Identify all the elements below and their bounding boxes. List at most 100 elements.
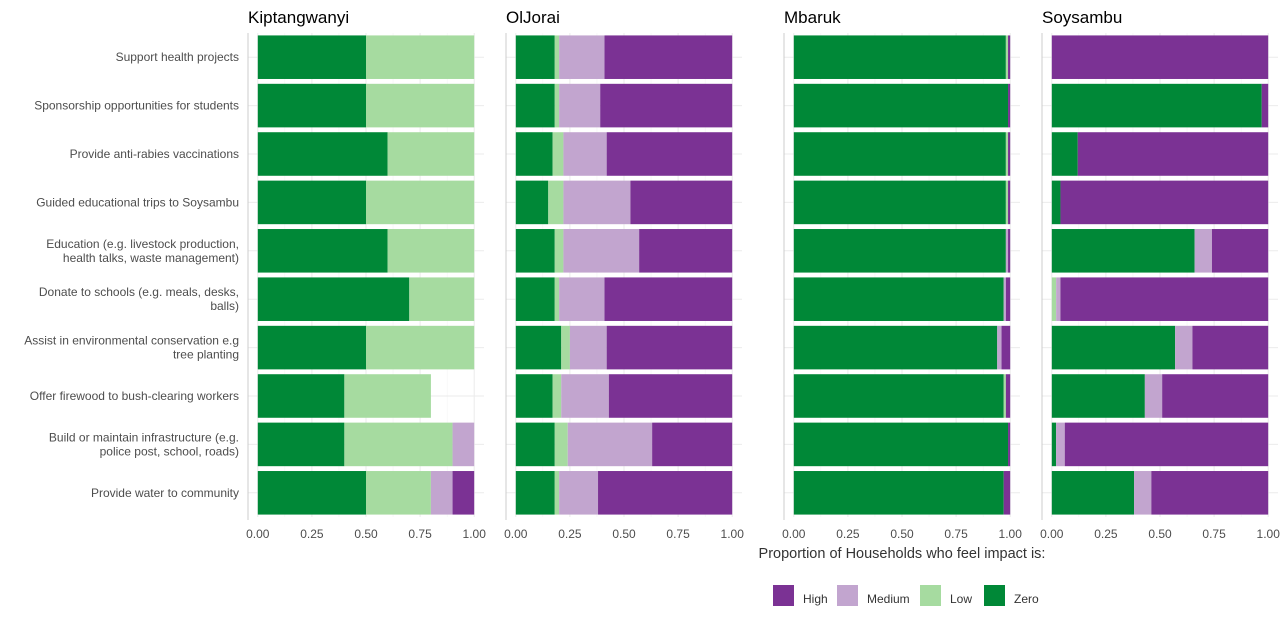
bar-soysambu-high-9 — [1064, 422, 1269, 467]
x-tick-label: 0.00 — [504, 527, 528, 541]
bar-soysambu-low-6 — [1051, 277, 1057, 321]
legend-swatch-medium — [837, 585, 858, 606]
bar-mbaruk-high-7 — [1001, 325, 1011, 370]
bar-mbaruk-zero-8 — [793, 374, 1004, 418]
bar-oljorai-zero-9 — [515, 422, 555, 467]
bar-oljorai-low-9 — [554, 422, 568, 467]
bar-oljorai-low-8 — [552, 374, 562, 418]
bar-mbaruk-medium-5 — [1005, 229, 1009, 273]
category-label: balls) — [210, 299, 239, 313]
bar-soysambu-medium-6 — [1056, 277, 1061, 321]
bar-kiptangwanyi-low-9 — [344, 422, 453, 467]
legend-label-high: High — [803, 592, 828, 606]
x-tick-label: 0.00 — [246, 527, 270, 541]
bar-soysambu-high-5 — [1211, 229, 1269, 273]
bar-soysambu-high-7 — [1192, 325, 1269, 370]
bar-kiptangwanyi-zero-6 — [257, 277, 410, 321]
category-label: Education (e.g. livestock production, — [46, 237, 239, 251]
bar-oljorai-medium-2 — [559, 83, 601, 128]
bar-oljorai-medium-4 — [563, 180, 631, 225]
x-tick-label: 0.25 — [300, 527, 324, 541]
bar-oljorai-medium-6 — [559, 277, 605, 321]
category-label: tree planting — [173, 348, 239, 362]
legend-label-zero: Zero — [1014, 592, 1039, 606]
bar-oljorai-medium-5 — [563, 229, 640, 273]
x-tick-label: 0.00 — [1040, 527, 1064, 541]
x-axis-title: Proportion of Households who feel impact… — [759, 546, 1046, 562]
bar-oljorai-high-3 — [606, 132, 733, 176]
x-tick-label: 1.00 — [999, 527, 1023, 541]
bar-kiptangwanyi-zero-10 — [257, 471, 366, 515]
bar-oljorai-high-4 — [630, 180, 733, 225]
bar-mbaruk-high-8 — [1005, 374, 1011, 418]
category-label: police post, school, roads) — [100, 444, 239, 458]
bar-kiptangwanyi-low-4 — [366, 180, 475, 225]
bar-oljorai-zero-5 — [515, 229, 555, 273]
bar-soysambu-medium-5 — [1194, 229, 1212, 273]
bar-soysambu-zero-4 — [1051, 180, 1061, 225]
bar-mbaruk-zero-9 — [793, 422, 1009, 467]
bar-soysambu-high-10 — [1151, 471, 1269, 515]
category-label: Provide water to community — [91, 486, 239, 500]
category-label: health talks, waste management) — [63, 251, 239, 265]
bar-oljorai-high-6 — [604, 277, 733, 321]
bar-oljorai-zero-3 — [515, 132, 553, 176]
x-tick-label: 0.75 — [666, 527, 690, 541]
x-tick-label: 0.50 — [354, 527, 378, 541]
bar-soysambu-high-1 — [1051, 35, 1269, 79]
bar-oljorai-high-10 — [598, 471, 733, 515]
bar-soysambu-medium-9 — [1056, 422, 1065, 467]
x-tick-label: 1.00 — [721, 527, 745, 541]
bar-mbaruk-medium-7 — [997, 325, 1002, 370]
bar-kiptangwanyi-low-10 — [366, 471, 431, 515]
bar-oljorai-low-6 — [554, 277, 560, 321]
bar-mbaruk-medium-6 — [1003, 277, 1006, 321]
category-label: Donate to schools (e.g. meals, desks, — [39, 285, 239, 299]
bar-mbaruk-high-10 — [1003, 471, 1011, 515]
panel-title-mbaruk: Mbaruk — [784, 8, 841, 27]
bar-oljorai-high-2 — [600, 83, 733, 128]
x-tick-label: 0.75 — [944, 527, 968, 541]
bar-oljorai-zero-8 — [515, 374, 553, 418]
bar-mbaruk-high-6 — [1005, 277, 1011, 321]
bar-mbaruk-zero-5 — [793, 229, 1006, 273]
bar-oljorai-low-4 — [548, 180, 564, 225]
bar-soysambu-high-3 — [1077, 132, 1269, 176]
bar-kiptangwanyi-low-3 — [387, 132, 475, 176]
bar-kiptangwanyi-low-5 — [387, 229, 475, 273]
bar-mbaruk-high-9 — [1008, 422, 1011, 467]
x-tick-label: 0.75 — [408, 527, 432, 541]
bar-oljorai-high-5 — [639, 229, 733, 273]
bar-mbaruk-zero-7 — [793, 325, 998, 370]
bar-oljorai-medium-8 — [561, 374, 609, 418]
bar-mbaruk-high-1 — [1008, 35, 1011, 79]
legend-swatch-high — [773, 585, 794, 606]
category-label: Support health projects — [116, 50, 239, 64]
bar-oljorai-zero-7 — [515, 325, 562, 370]
category-label: Build or maintain infrastructure (e.g. — [49, 430, 239, 444]
bar-oljorai-medium-7 — [569, 325, 607, 370]
x-tick-label: 0.25 — [558, 527, 582, 541]
bar-mbaruk-low-8 — [1003, 374, 1006, 418]
bar-mbaruk-zero-6 — [793, 277, 1004, 321]
bar-kiptangwanyi-low-6 — [409, 277, 475, 321]
bar-kiptangwanyi-zero-4 — [257, 180, 366, 225]
bar-oljorai-medium-10 — [559, 471, 599, 515]
x-tick-label: 0.50 — [612, 527, 636, 541]
category-label: Provide anti-rabies vaccinations — [70, 147, 239, 161]
bar-mbaruk-high-2 — [1008, 83, 1011, 128]
bar-kiptangwanyi-zero-8 — [257, 374, 345, 418]
bar-kiptangwanyi-medium-9 — [452, 422, 475, 467]
bar-kiptangwanyi-zero-9 — [257, 422, 345, 467]
x-tick-label: 0.50 — [890, 527, 914, 541]
category-label: Offer firewood to bush-clearing workers — [30, 389, 239, 403]
bar-kiptangwanyi-zero-3 — [257, 132, 388, 176]
bar-mbaruk-low-4 — [1005, 180, 1009, 225]
bar-oljorai-zero-1 — [515, 35, 555, 79]
bar-mbaruk-zero-4 — [793, 180, 1006, 225]
bar-mbaruk-low-1 — [1005, 35, 1009, 79]
bar-oljorai-zero-10 — [515, 471, 555, 515]
bar-oljorai-low-1 — [554, 35, 560, 79]
bar-mbaruk-high-4 — [1008, 180, 1011, 225]
